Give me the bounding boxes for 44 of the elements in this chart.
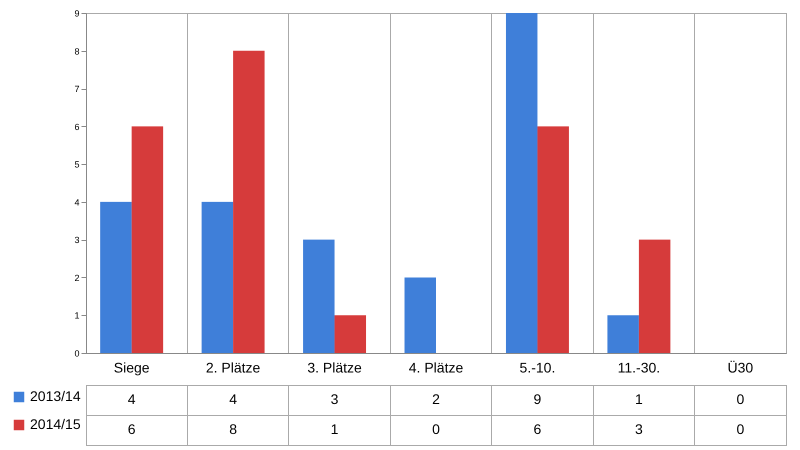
y-tick-label: 1 — [74, 310, 80, 321]
legend-label: 2014/15 — [30, 416, 81, 432]
legend-label: 2013/14 — [30, 388, 81, 404]
bar — [537, 126, 569, 353]
bar — [233, 50, 265, 353]
y-tick-label: 0 — [74, 348, 80, 358]
data-label: 6 — [128, 421, 136, 437]
y-tick-label: 5 — [74, 160, 80, 170]
data-label: 4 — [128, 391, 136, 407]
data-label: 0 — [432, 421, 440, 437]
data-label: 4 — [229, 391, 238, 407]
bar — [303, 240, 335, 353]
bar — [202, 202, 234, 353]
data-label: 0 — [736, 391, 744, 407]
bar — [100, 202, 132, 353]
y-tick-label: 2 — [74, 272, 80, 283]
data-label: 1 — [330, 421, 339, 437]
bar — [506, 13, 538, 353]
data-label: 6 — [534, 421, 542, 437]
x-tick-label: 3. Plätze — [307, 360, 362, 376]
x-tick-label: Ü30 — [728, 360, 754, 376]
bar — [638, 240, 670, 353]
x-tick-label: 11.-30. — [618, 360, 660, 376]
data-label: 3 — [330, 391, 339, 407]
x-tick-label: 4. Plätze — [408, 360, 464, 376]
bar — [132, 126, 164, 353]
y-tick-label: 8 — [74, 46, 80, 56]
y-tick-label: 9 — [74, 8, 80, 18]
x-tick-label: Siege — [114, 360, 150, 376]
x-tick-label: 2. Plätze — [206, 360, 261, 376]
data-label: 0 — [736, 421, 744, 437]
data-label: 2 — [432, 391, 440, 407]
data-label: 1 — [635, 391, 643, 407]
data-label: 8 — [229, 421, 238, 437]
x-tick-label: 5.-10. — [520, 360, 556, 376]
y-tick-label: 4 — [74, 197, 80, 208]
y-tick-label: 6 — [74, 122, 80, 132]
bar — [334, 315, 366, 353]
data-label: 9 — [534, 391, 542, 407]
data-label: 3 — [635, 421, 643, 437]
y-tick-label: 3 — [74, 235, 80, 246]
bar — [607, 315, 639, 353]
y-tick-label: 7 — [74, 84, 80, 94]
bar — [404, 277, 436, 353]
